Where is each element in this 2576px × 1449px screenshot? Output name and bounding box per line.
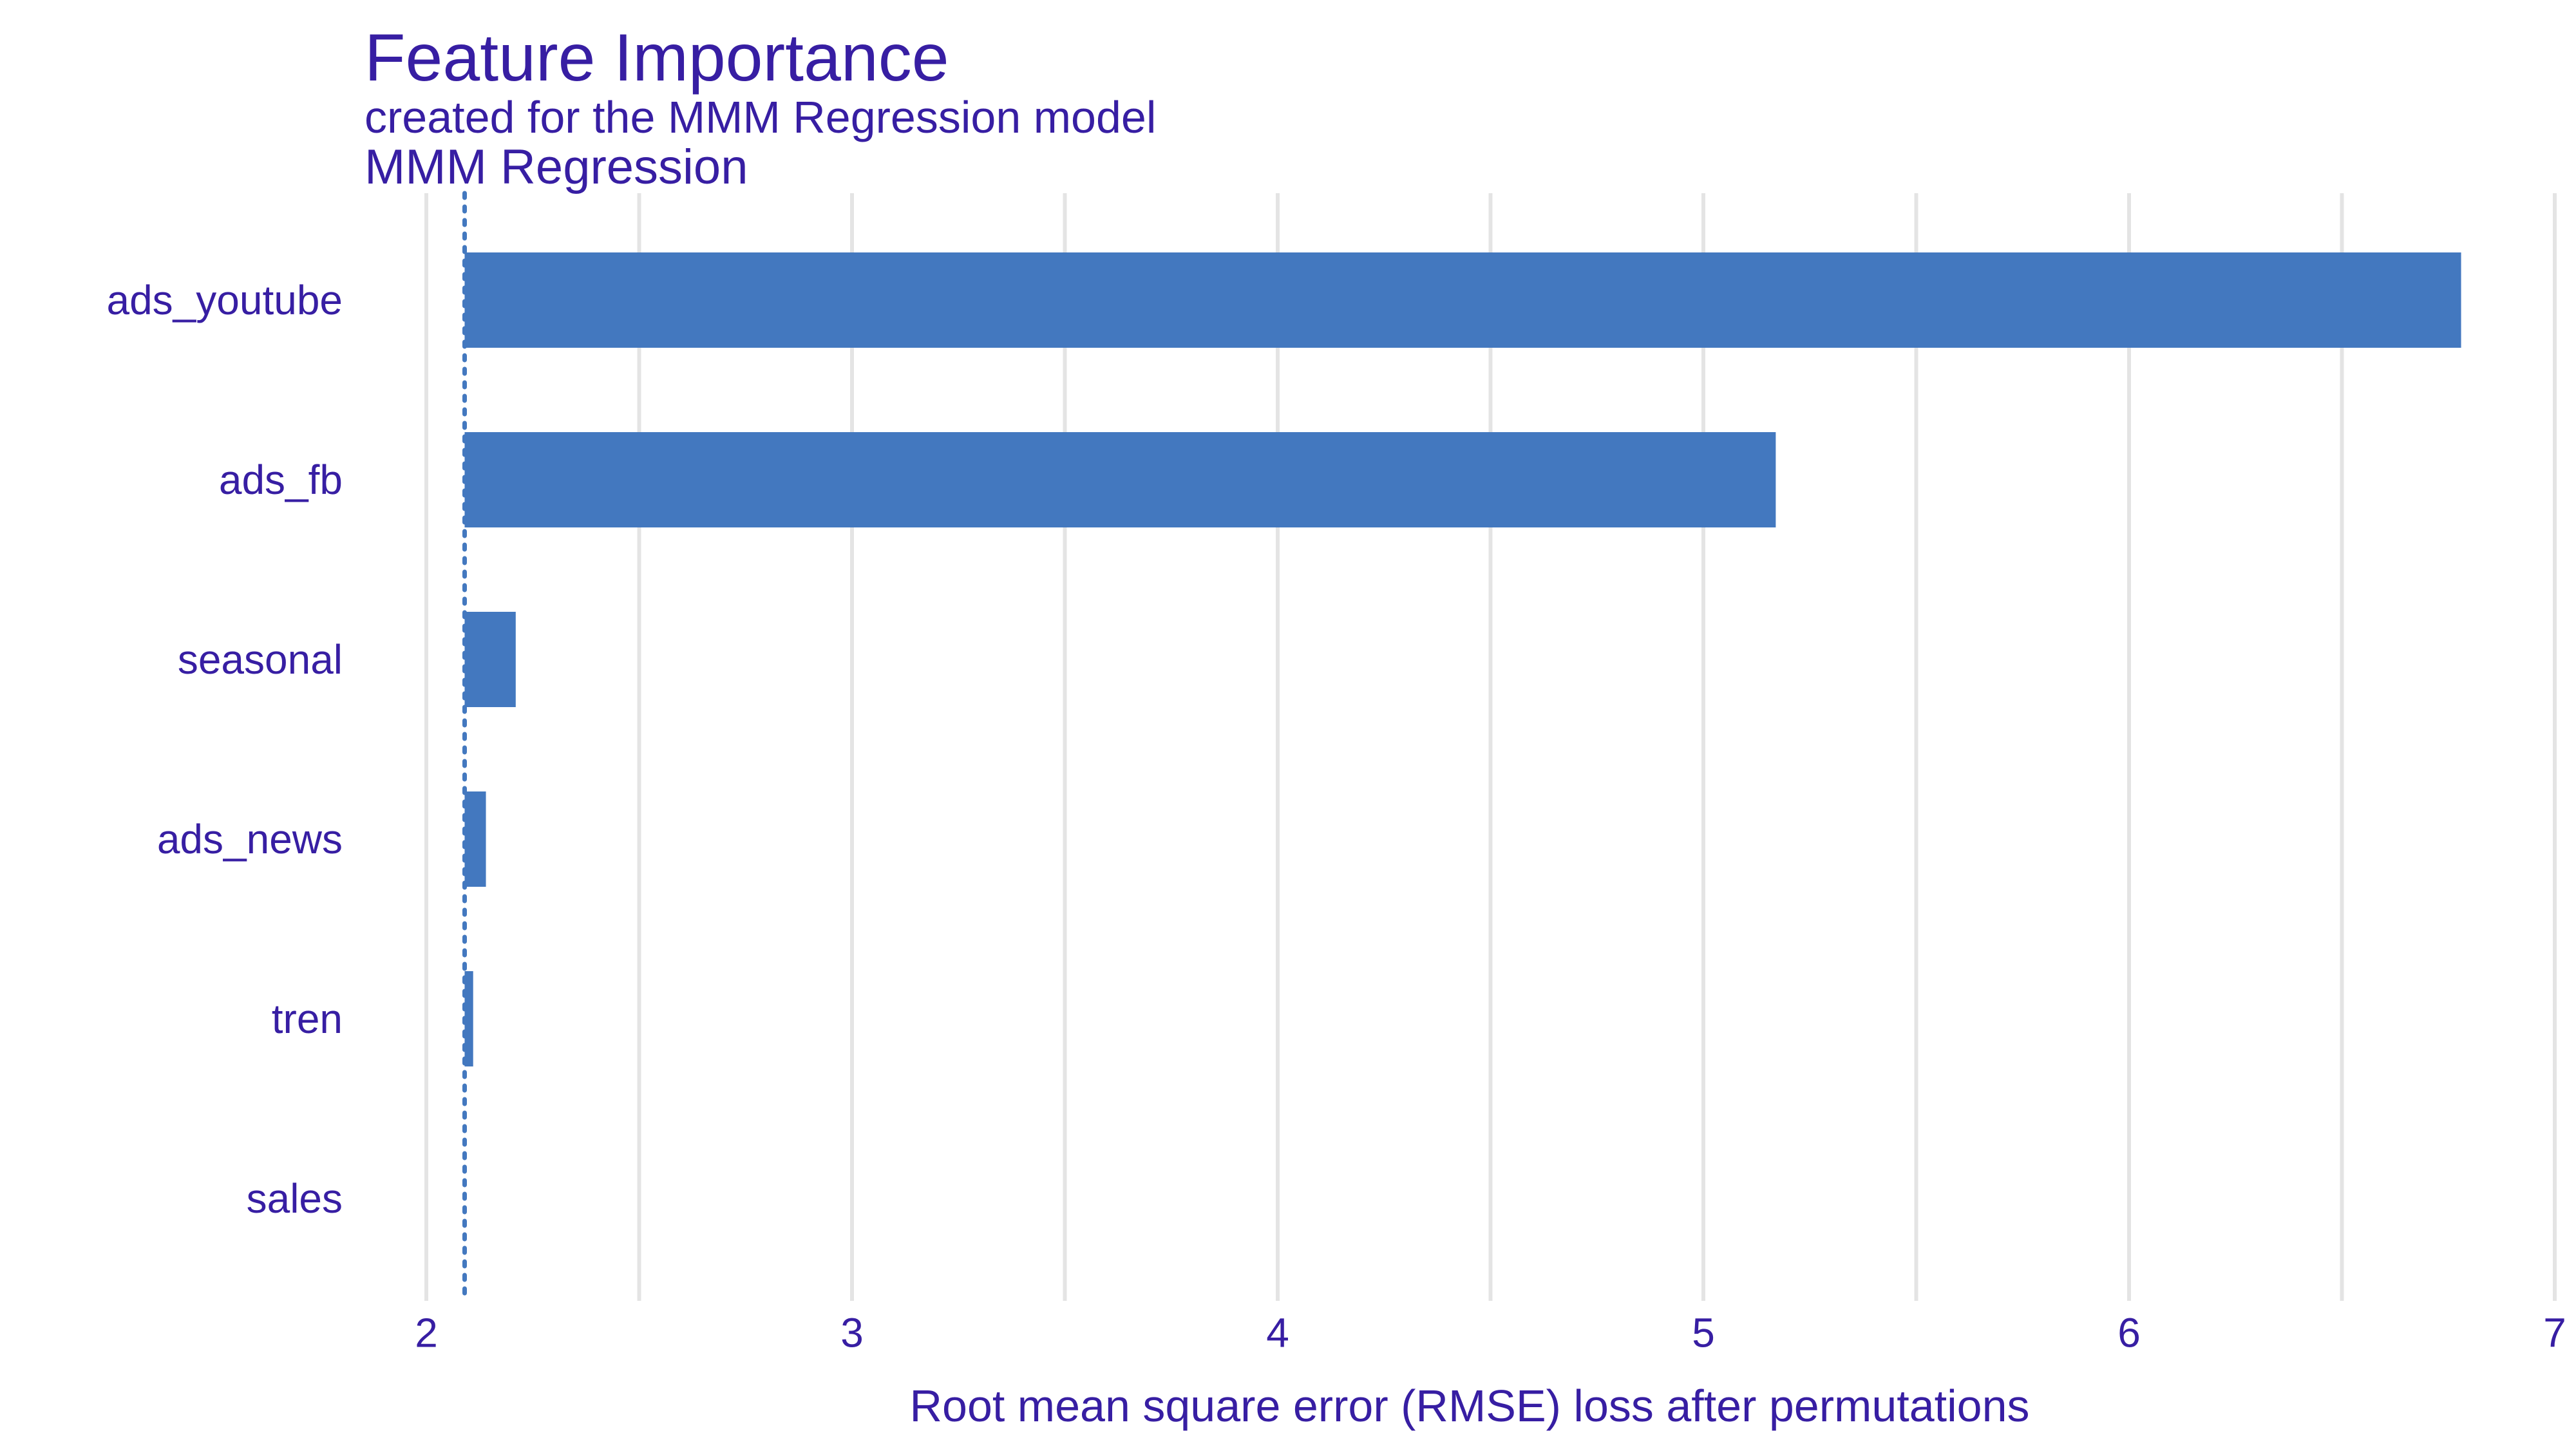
category-label: ads_fb xyxy=(219,457,343,503)
grid-layer xyxy=(424,193,2557,1301)
tick-layer: 2 3 4 5 6 7 xyxy=(415,1309,2566,1356)
panel-label: MMM Regression xyxy=(365,140,748,194)
chart-title: Feature Importance xyxy=(365,21,949,95)
x-axis-title: Root mean square error (RMSE) loss after… xyxy=(910,1381,2030,1431)
bar-seasonal xyxy=(464,612,516,707)
x-tick-label: 4 xyxy=(1266,1309,1289,1356)
category-label: seasonal xyxy=(178,636,343,683)
category-label: sales xyxy=(247,1175,343,1222)
chart-subtitle: created for the MMM Regression model xyxy=(365,92,1156,142)
bar-layer xyxy=(464,252,2461,1066)
bar-ads-news xyxy=(464,791,486,887)
bar-ads-fb xyxy=(464,432,1776,527)
x-tick-label: 3 xyxy=(840,1309,864,1356)
bar-ads-youtube xyxy=(464,252,2461,348)
x-tick-label: 7 xyxy=(2543,1309,2566,1356)
category-label: ads_youtube xyxy=(106,277,343,323)
category-label: tren xyxy=(272,996,343,1042)
x-tick-label: 5 xyxy=(1692,1309,1715,1356)
x-tick-label: 6 xyxy=(2117,1309,2141,1356)
x-tick-label: 2 xyxy=(415,1309,438,1356)
category-label: ads_news xyxy=(157,816,343,862)
